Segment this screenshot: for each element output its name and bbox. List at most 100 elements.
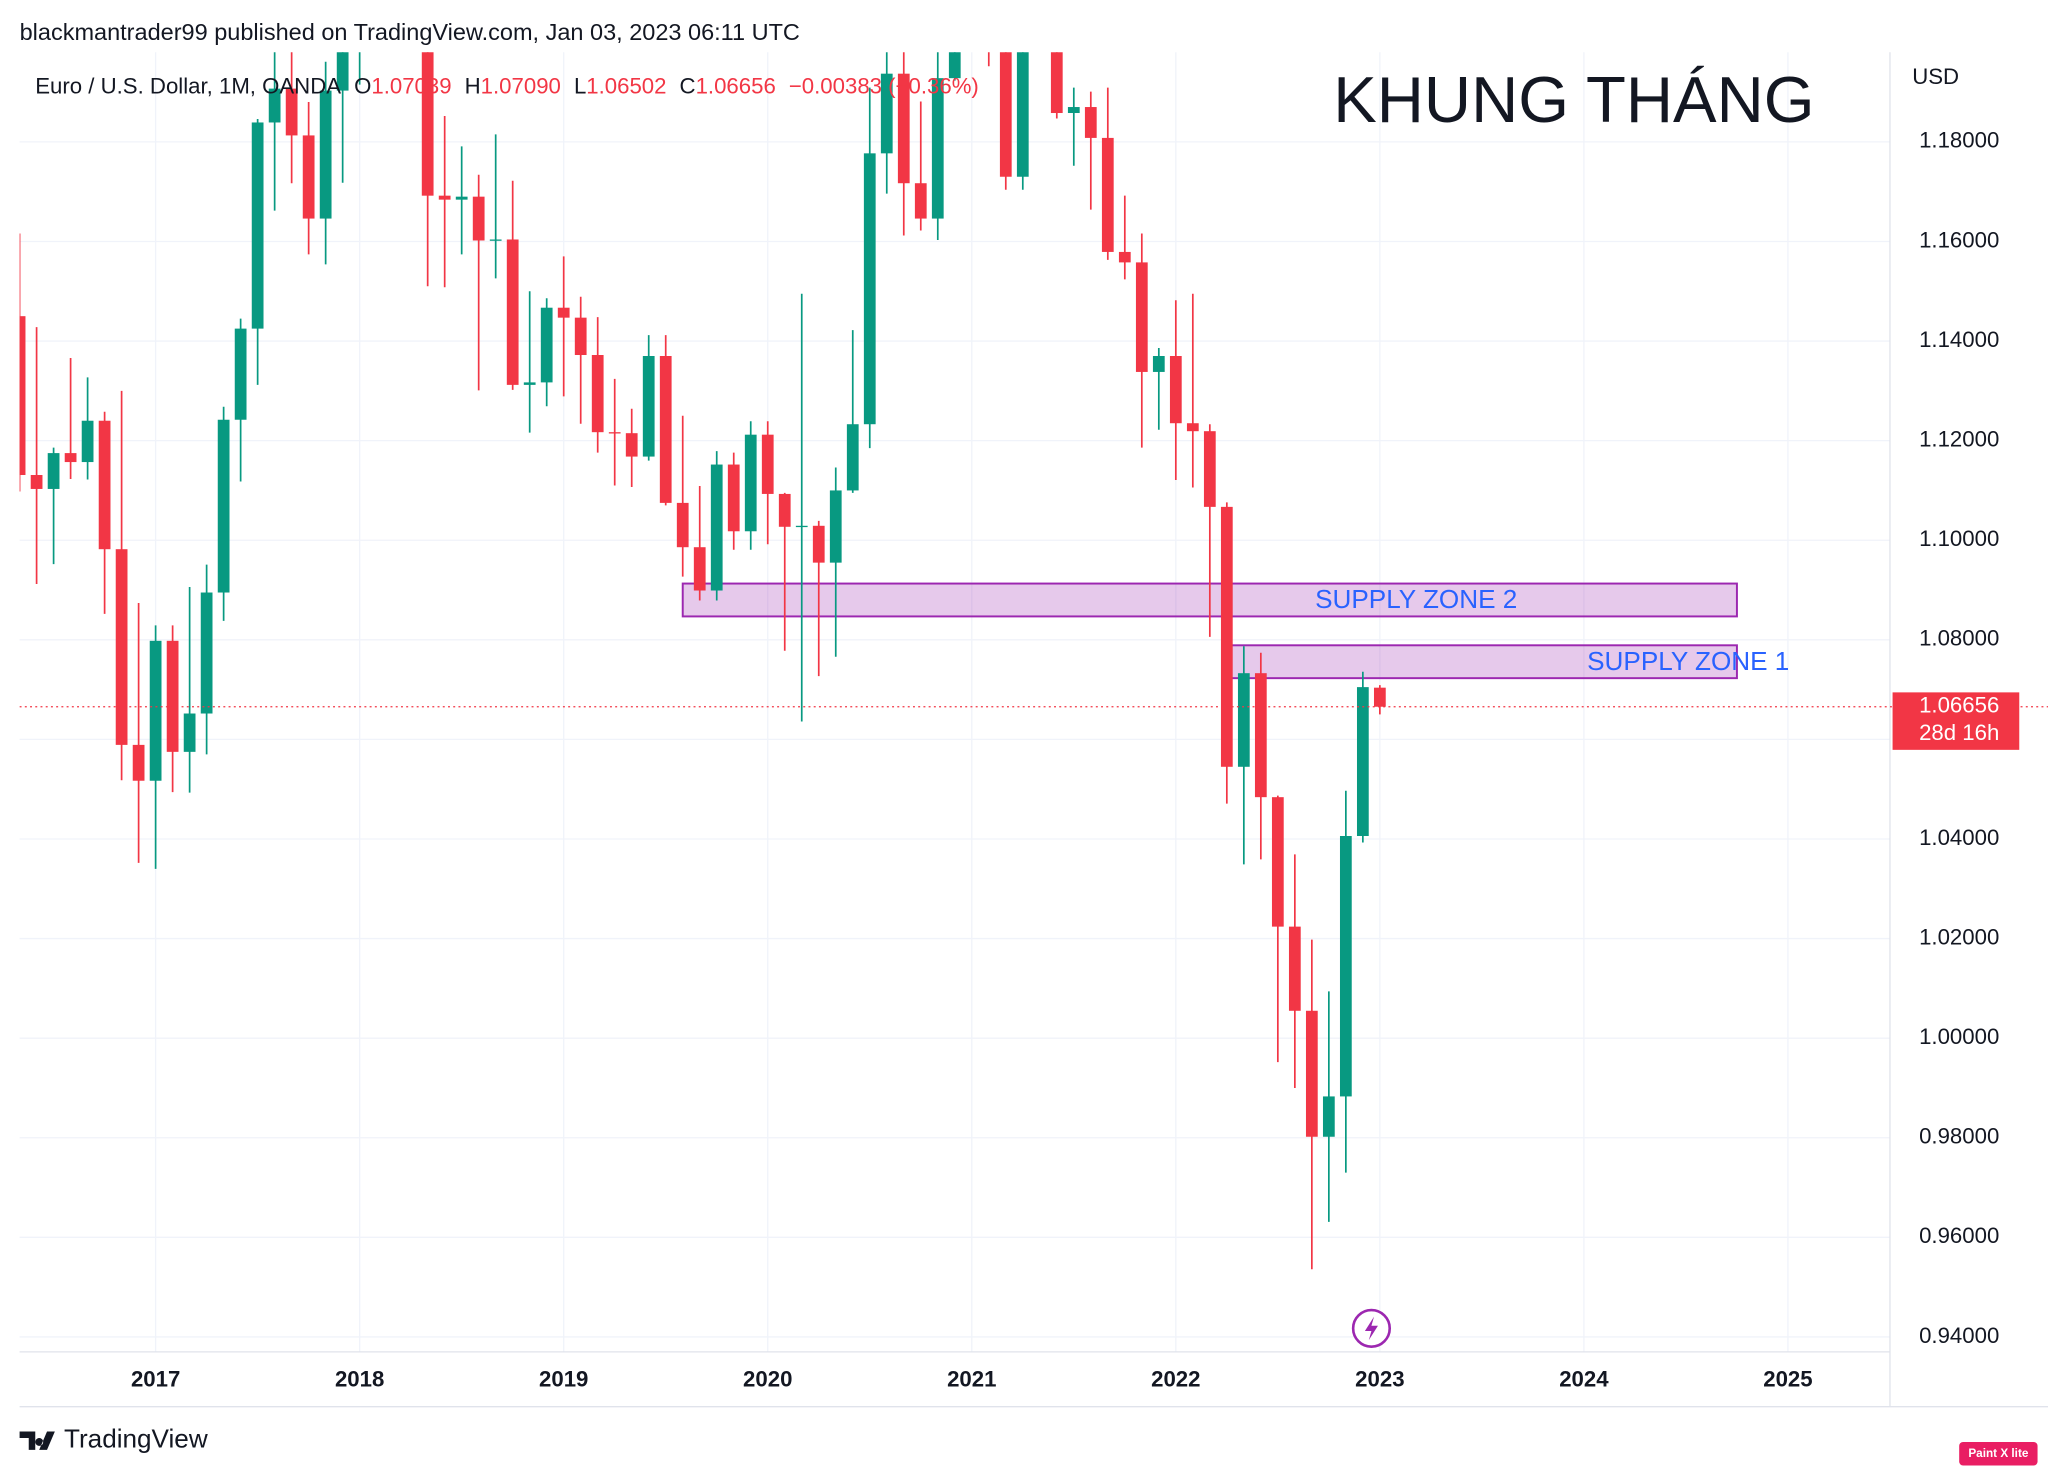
legend-value: 1.06656 <box>696 73 776 98</box>
candle-body <box>540 307 553 383</box>
candle-body <box>336 52 349 91</box>
candle-body <box>166 640 179 752</box>
candle-body <box>183 713 196 752</box>
candle-body <box>302 135 315 219</box>
candle-body <box>1067 107 1080 114</box>
legend-key: H <box>465 73 481 98</box>
candle-body <box>472 196 485 241</box>
y-tick-label: 1.00000 <box>1919 1024 1999 1049</box>
candle-body <box>1101 137 1114 252</box>
candle-body <box>405 0 417 5</box>
badge: Paint X lite <box>1968 1447 2029 1460</box>
y-tick-label: 0.96000 <box>1919 1223 1999 1248</box>
candle-body <box>115 549 128 745</box>
candle-body <box>744 434 757 532</box>
candle-body <box>931 78 944 219</box>
legend-change: −0.00383 (−0.36%) <box>789 73 979 98</box>
candle-body <box>761 434 774 494</box>
plot-area <box>19 0 1890 1270</box>
y-tick-label: 0.94000 <box>1919 1323 1999 1348</box>
badge-bg <box>1959 1441 2038 1466</box>
candle-body <box>999 52 1012 177</box>
candle-body <box>200 592 213 714</box>
candle-body <box>948 52 961 79</box>
candle-body <box>47 453 60 489</box>
candle-body <box>863 153 876 425</box>
candle-body <box>778 493 791 527</box>
grid <box>19 52 1890 1352</box>
candle-body <box>523 382 536 385</box>
candle-body <box>1118 251 1131 263</box>
candle-body <box>693 547 706 591</box>
y-tick-label: 1.16000 <box>1919 227 1999 252</box>
candle-body <box>234 328 247 420</box>
countdown-label: 28d 16h <box>1919 720 1999 745</box>
y-tick-label: 1.12000 <box>1919 427 1999 452</box>
y-tick-label: 1.18000 <box>1919 128 1999 153</box>
candle-body <box>1305 1010 1318 1137</box>
y-tick-label: 1.04000 <box>1919 825 1999 850</box>
x-tick-label: 2018 <box>335 1366 384 1391</box>
candle-body <box>1034 0 1046 32</box>
ohlc-legend: Euro / U.S. Dollar, 1M, OANDA O1.07039 H1.… <box>35 73 979 98</box>
candle-body <box>1322 1096 1335 1137</box>
candle-body <box>251 122 264 329</box>
candle-body <box>132 744 145 781</box>
candle-body <box>81 420 94 463</box>
supply-zone-label: SUPPLY ZONE 1 <box>1587 646 1789 676</box>
footer-brand: TradingView <box>64 1424 208 1454</box>
candle-body <box>1169 356 1182 424</box>
candle-body <box>574 317 587 356</box>
candle-body <box>506 239 519 385</box>
candle-body <box>914 183 927 219</box>
candle-body <box>268 88 281 123</box>
last-price-box <box>1892 692 2020 750</box>
publisher: blackmantrader99 published on TradingVie… <box>20 19 800 45</box>
candle-body <box>557 307 570 318</box>
candle-body <box>1356 687 1369 837</box>
candle-body <box>591 355 604 433</box>
candle-body <box>608 432 621 434</box>
x-tick-label: 2017 <box>131 1366 180 1391</box>
y-tick-label: 1.02000 <box>1919 924 1999 949</box>
candle-body <box>438 195 451 200</box>
candle-body <box>1254 673 1267 798</box>
x-tick-label: 2021 <box>947 1366 996 1391</box>
x-tick-label: 2023 <box>1355 1366 1404 1391</box>
candle-body <box>489 239 502 241</box>
candle-body <box>1186 423 1199 432</box>
candle-body <box>625 433 638 457</box>
x-tick-label: 2019 <box>539 1366 588 1391</box>
candle-body <box>421 52 434 196</box>
candle-body <box>30 475 43 489</box>
y-tick-label: 1.14000 <box>1919 327 1999 352</box>
currency: USD <box>1912 64 1959 89</box>
legend-value: 1.07039 <box>371 73 451 98</box>
candle-body <box>319 90 332 219</box>
candle-body <box>812 525 825 563</box>
candle-body <box>149 640 162 781</box>
candle-body <box>1152 356 1165 372</box>
candle-body <box>1288 926 1301 1011</box>
candle-body <box>98 420 111 550</box>
candle-body <box>1135 262 1148 372</box>
legend-value: 1.07090 <box>481 73 561 98</box>
candle-body <box>1373 687 1386 707</box>
symbol: Euro / U.S. Dollar, 1M, OANDA <box>35 73 341 98</box>
candle-body <box>642 356 655 457</box>
candle-body <box>1084 107 1097 138</box>
legend-key: O <box>354 73 371 98</box>
candle-body <box>455 196 468 200</box>
event-icon-bolt <box>1364 1316 1378 1341</box>
y-tick-label: 1.10000 <box>1919 526 1999 551</box>
x-tick-label: 2020 <box>743 1366 792 1391</box>
x-tick-label: 2025 <box>1763 1366 1812 1391</box>
candle-body <box>1203 431 1216 507</box>
last-price-label: 1.06656 <box>1919 693 1999 718</box>
y-tick-label: 1.08000 <box>1919 626 1999 651</box>
candle-body <box>897 73 910 184</box>
candle-body <box>1339 836 1352 1097</box>
candle-body <box>846 424 859 491</box>
